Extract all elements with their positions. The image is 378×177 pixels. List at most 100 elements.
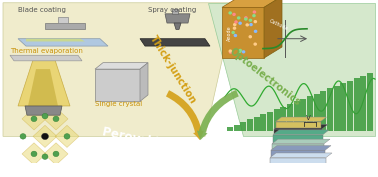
Circle shape — [233, 27, 236, 30]
Polygon shape — [307, 96, 313, 131]
Bar — [276, 122, 321, 128]
Polygon shape — [28, 69, 58, 106]
Circle shape — [253, 10, 256, 14]
Circle shape — [237, 16, 240, 20]
Polygon shape — [270, 153, 332, 158]
Circle shape — [253, 42, 257, 46]
Circle shape — [42, 154, 48, 159]
Polygon shape — [58, 17, 68, 23]
Circle shape — [238, 22, 242, 25]
Text: Thick-junction: Thick-junction — [148, 33, 198, 105]
Circle shape — [234, 20, 238, 24]
Text: Blade coating: Blade coating — [18, 7, 66, 13]
Circle shape — [232, 13, 236, 16]
Circle shape — [244, 16, 248, 19]
Polygon shape — [340, 83, 346, 131]
Polygon shape — [234, 125, 240, 131]
Circle shape — [231, 31, 235, 34]
Bar — [272, 144, 324, 149]
Text: Single crystal: Single crystal — [95, 101, 142, 107]
Text: Spray coating: Spray coating — [148, 7, 196, 13]
Circle shape — [229, 51, 232, 54]
Polygon shape — [10, 55, 82, 61]
Polygon shape — [327, 88, 333, 131]
Polygon shape — [294, 101, 300, 131]
Circle shape — [42, 133, 48, 140]
Bar — [270, 158, 326, 165]
Circle shape — [238, 50, 242, 53]
Polygon shape — [95, 69, 140, 101]
Circle shape — [249, 23, 253, 26]
Circle shape — [229, 49, 232, 53]
Polygon shape — [354, 78, 359, 131]
Polygon shape — [280, 107, 286, 131]
Wedge shape — [19, 163, 359, 177]
Circle shape — [20, 134, 26, 139]
Circle shape — [234, 34, 237, 37]
Circle shape — [252, 14, 256, 17]
Text: Anode: Anode — [227, 25, 232, 41]
Polygon shape — [95, 63, 148, 69]
Circle shape — [244, 17, 248, 21]
Polygon shape — [222, 7, 264, 58]
Polygon shape — [260, 114, 266, 131]
Bar — [274, 129, 322, 134]
Text: Thermal evaporation: Thermal evaporation — [10, 47, 83, 53]
Circle shape — [53, 116, 59, 122]
Polygon shape — [140, 63, 148, 101]
Polygon shape — [287, 104, 293, 131]
Polygon shape — [208, 3, 375, 136]
Circle shape — [239, 49, 242, 52]
Polygon shape — [301, 99, 306, 131]
FancyArrowPatch shape — [166, 90, 204, 140]
Circle shape — [242, 50, 245, 53]
Circle shape — [249, 19, 252, 22]
Polygon shape — [26, 39, 85, 41]
Polygon shape — [172, 9, 178, 14]
Circle shape — [254, 20, 257, 23]
Polygon shape — [274, 109, 280, 131]
Polygon shape — [247, 119, 253, 131]
Circle shape — [31, 116, 37, 122]
Text: Perovskite X-ray detectors: Perovskite X-ray detectors — [101, 125, 277, 175]
Polygon shape — [18, 60, 70, 106]
Bar — [273, 135, 323, 143]
Circle shape — [254, 30, 257, 33]
Polygon shape — [274, 124, 328, 129]
Text: Optoelectronics: Optoelectronics — [228, 46, 303, 108]
Circle shape — [228, 11, 232, 15]
Text: V: V — [306, 115, 311, 121]
Polygon shape — [227, 127, 233, 131]
Polygon shape — [240, 122, 246, 131]
Polygon shape — [272, 139, 330, 144]
Polygon shape — [165, 14, 190, 23]
Polygon shape — [267, 112, 273, 131]
Polygon shape — [254, 117, 260, 131]
Circle shape — [53, 151, 59, 157]
Polygon shape — [320, 91, 326, 131]
Polygon shape — [140, 39, 210, 46]
Polygon shape — [45, 23, 85, 30]
Polygon shape — [271, 146, 331, 150]
Polygon shape — [55, 125, 79, 147]
Polygon shape — [314, 94, 320, 131]
Polygon shape — [273, 130, 329, 135]
Polygon shape — [174, 23, 181, 30]
Polygon shape — [334, 86, 340, 131]
Circle shape — [42, 113, 48, 119]
Circle shape — [31, 151, 37, 157]
Bar — [271, 150, 325, 157]
Polygon shape — [347, 81, 353, 131]
Polygon shape — [276, 117, 327, 122]
Polygon shape — [264, 0, 282, 58]
Polygon shape — [360, 76, 366, 131]
Polygon shape — [367, 73, 373, 131]
Polygon shape — [222, 0, 282, 7]
Circle shape — [248, 35, 252, 38]
Polygon shape — [25, 106, 62, 115]
Circle shape — [245, 23, 249, 27]
Polygon shape — [22, 108, 46, 130]
Polygon shape — [33, 125, 57, 147]
Polygon shape — [18, 39, 108, 46]
Circle shape — [233, 23, 237, 26]
